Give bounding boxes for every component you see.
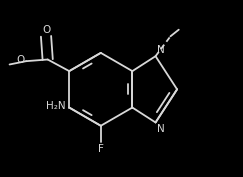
Text: O: O	[16, 55, 25, 64]
Text: N: N	[157, 124, 165, 134]
Text: O: O	[42, 25, 50, 35]
Text: H₂N: H₂N	[46, 101, 66, 111]
Text: N: N	[157, 45, 165, 55]
Text: F: F	[98, 144, 104, 154]
